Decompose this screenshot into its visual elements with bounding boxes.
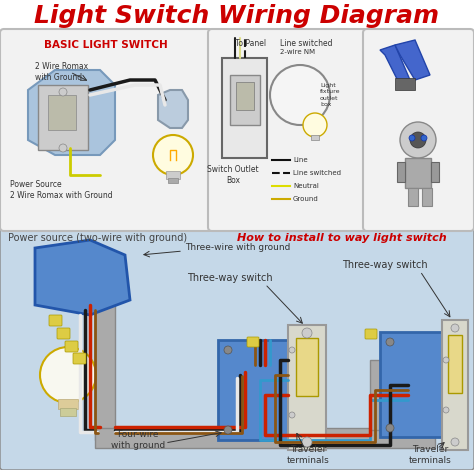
Circle shape (386, 338, 394, 346)
Circle shape (443, 407, 449, 413)
Polygon shape (158, 90, 188, 128)
Text: Power Source
2 Wire Romax with Ground: Power Source 2 Wire Romax with Ground (10, 180, 113, 200)
Text: Traveler
terminals: Traveler terminals (287, 445, 329, 465)
Circle shape (421, 135, 427, 141)
Circle shape (289, 412, 295, 418)
Text: Ground: Ground (293, 196, 319, 202)
Circle shape (40, 347, 96, 403)
Bar (60, 408, 76, 416)
Bar (0, 0, 474, 30)
FancyBboxPatch shape (73, 353, 86, 364)
Circle shape (59, 88, 67, 96)
Text: BASIC LIGHT SWITCH: BASIC LIGHT SWITCH (44, 40, 168, 50)
Circle shape (400, 122, 436, 158)
Bar (296, 338, 318, 396)
FancyBboxPatch shape (0, 226, 474, 470)
Text: Line: Line (293, 157, 308, 163)
Circle shape (153, 135, 193, 175)
Circle shape (302, 437, 312, 447)
Text: Light
fixture
outlet
box: Light fixture outlet box (320, 83, 340, 107)
Bar (236, 82, 254, 110)
Text: Line switched: Line switched (293, 170, 341, 176)
Text: Three-way switch: Three-way switch (187, 273, 273, 283)
Text: How to install to way light switch: How to install to way light switch (237, 233, 447, 243)
Bar (95, 255, 115, 440)
Circle shape (224, 346, 232, 354)
Text: Four-wire
with ground: Four-wire with ground (111, 430, 165, 450)
Text: Three-wire with ground: Three-wire with ground (185, 243, 291, 252)
Text: 2 Wire Romax
with Ground: 2 Wire Romax with Ground (35, 62, 88, 82)
Bar (448, 335, 462, 393)
Circle shape (224, 426, 232, 434)
Bar (222, 58, 267, 158)
Text: Three-way switch: Three-way switch (342, 260, 428, 270)
Bar (288, 325, 326, 450)
Bar (38, 85, 88, 150)
Polygon shape (35, 240, 130, 315)
FancyBboxPatch shape (208, 29, 368, 231)
Polygon shape (28, 70, 115, 155)
Circle shape (302, 328, 312, 338)
Bar (240, 370, 260, 430)
FancyBboxPatch shape (363, 29, 474, 231)
Circle shape (409, 135, 415, 141)
Bar (431, 162, 439, 182)
Circle shape (270, 65, 330, 125)
Bar (408, 188, 418, 206)
FancyBboxPatch shape (365, 329, 377, 339)
Bar (48, 95, 76, 130)
Bar (218, 340, 288, 440)
Bar (0, 30, 474, 230)
FancyBboxPatch shape (57, 328, 70, 339)
Text: Traveler
terminals: Traveler terminals (409, 445, 451, 465)
Bar (230, 75, 260, 125)
Circle shape (303, 113, 327, 137)
FancyBboxPatch shape (247, 337, 259, 347)
Bar (370, 360, 390, 430)
Circle shape (443, 357, 449, 363)
FancyBboxPatch shape (49, 315, 62, 326)
Circle shape (289, 347, 295, 353)
Bar (168, 178, 178, 183)
Bar (442, 320, 468, 450)
Circle shape (410, 132, 426, 148)
Circle shape (59, 144, 67, 152)
Bar (395, 78, 415, 90)
Circle shape (451, 324, 459, 332)
Text: Light Switch Wiring Diagram: Light Switch Wiring Diagram (35, 4, 439, 28)
Text: Power source (two-wire with ground): Power source (two-wire with ground) (8, 233, 187, 243)
Bar (380, 332, 442, 437)
Polygon shape (395, 40, 430, 80)
Bar (58, 399, 78, 409)
Circle shape (386, 424, 394, 432)
Polygon shape (380, 45, 410, 85)
Text: Switch Outlet
Box: Switch Outlet Box (207, 165, 259, 185)
Bar (405, 158, 431, 188)
Bar (422, 188, 432, 206)
Text: To Panel: To Panel (235, 39, 266, 47)
Text: 2-wire NM: 2-wire NM (280, 49, 315, 55)
Bar (95, 428, 435, 448)
Bar (311, 135, 319, 140)
Text: Neutral: Neutral (293, 183, 319, 189)
Text: Line switched: Line switched (280, 39, 332, 47)
Circle shape (451, 438, 459, 446)
FancyBboxPatch shape (0, 29, 213, 231)
Bar (397, 162, 405, 182)
FancyBboxPatch shape (65, 341, 78, 352)
Bar (166, 171, 180, 179)
